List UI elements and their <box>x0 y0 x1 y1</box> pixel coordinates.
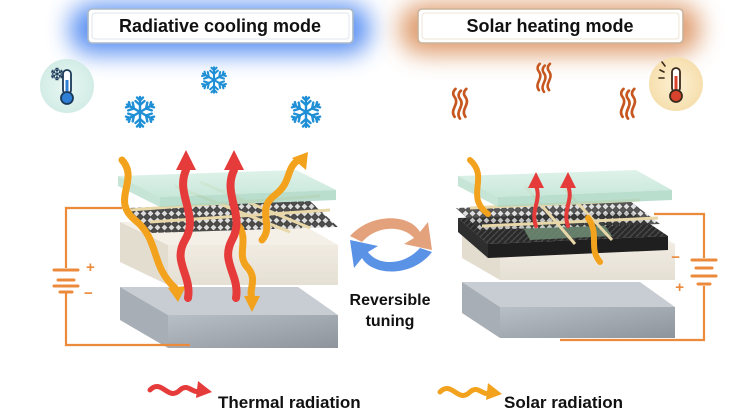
title-right-plate <box>417 8 684 44</box>
heat-wave-icon <box>536 62 552 94</box>
thermometer-sun-icon <box>649 57 703 111</box>
battery-right <box>690 258 718 286</box>
snowflake-icon <box>201 67 227 93</box>
right-minus-sign: − <box>671 249 680 266</box>
snowflake-icon <box>125 97 155 127</box>
title-left-inner <box>91 12 350 40</box>
thermometer-snowflake-icon <box>40 59 94 113</box>
legend-solar-label: Solar radiation <box>504 393 623 412</box>
left-base-front <box>168 315 338 348</box>
cycle-arrow-bottom <box>350 240 432 272</box>
battery-left <box>52 268 80 294</box>
snowflake-icons <box>125 67 321 127</box>
title-right-text: Solar heating mode <box>466 16 633 36</box>
left-base-side <box>120 287 168 348</box>
reversible-cycle-arrows <box>350 218 432 272</box>
left-circuit <box>64 206 190 347</box>
legend-thermal-label: Thermal radiation <box>218 393 361 412</box>
reversible-label: Reversible <box>350 292 431 309</box>
heat-wave-icons <box>451 62 637 120</box>
left-thermal-arrows <box>176 166 241 302</box>
right-thermal-heads <box>528 172 576 188</box>
left-minus-sign: − <box>84 285 93 302</box>
right-thermal-arrows <box>532 184 572 228</box>
title-left: Radiative cooling mode <box>70 4 370 54</box>
legend-solar-swatch <box>437 383 502 400</box>
right-circuit <box>560 212 706 342</box>
title-left-text: Radiative cooling mode <box>119 16 321 36</box>
title-right-inner <box>421 12 680 40</box>
tuning-label: tuning <box>366 313 415 330</box>
left-solar-heads <box>168 152 308 312</box>
right-plus-sign: + <box>675 279 684 296</box>
title-left-plate <box>87 8 354 44</box>
cycle-arrow-top <box>350 218 432 250</box>
left-plus-sign: + <box>86 259 95 276</box>
heat-wave-icon <box>451 87 469 120</box>
snowflake-icon <box>291 97 321 127</box>
left-solar-arrows <box>118 156 302 302</box>
right-graphene-mesh <box>456 201 660 230</box>
right-solar-arrows <box>467 157 603 265</box>
legend-thermal-swatch <box>147 381 212 398</box>
right-device <box>456 170 675 338</box>
left-thermal-heads <box>176 150 244 170</box>
heat-wave-icon <box>619 87 637 120</box>
legend: Thermal radiation Solar radiation <box>147 381 623 412</box>
title-right: Solar heating mode <box>400 4 700 54</box>
